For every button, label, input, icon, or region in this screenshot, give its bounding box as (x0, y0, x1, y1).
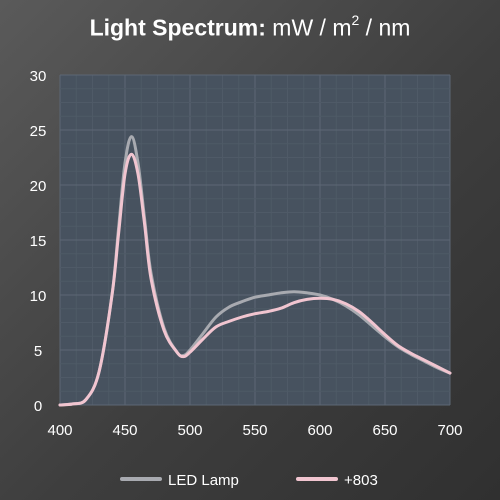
chart-title-unit: mW / m (265, 14, 352, 41)
x-tick-label: 450 (112, 422, 137, 439)
chart-title-unit-tail: / nm (359, 14, 411, 41)
chart-title-bold: Light Spectrum: (89, 14, 266, 41)
legend-label-led-lamp: LED Lamp (168, 472, 239, 489)
chart-title: Light Spectrum: mW / m2 / nm (0, 12, 500, 42)
y-tick-label: 25 (30, 123, 47, 140)
y-tick-label: 20 (30, 178, 47, 195)
x-tick-label: 400 (47, 422, 72, 439)
x-tick-label: 600 (307, 422, 332, 439)
series-line-filter-803 (58, 152, 452, 407)
legend-label-filter-803: +803 (344, 472, 378, 489)
y-tick-label: 10 (30, 288, 47, 305)
y-tick-label: 5 (34, 343, 42, 360)
x-tick-label: 500 (177, 422, 202, 439)
axis-labels: 400 450 500 550 600 650 700 0 5 10 15 20 25 30 (30, 68, 463, 439)
y-tick-label: 30 (30, 68, 47, 85)
y-tick-label: 0 (34, 398, 42, 415)
x-tick-label: 700 (437, 422, 462, 439)
x-tick-label: 650 (372, 422, 397, 439)
legend: LED Lamp +803 (120, 472, 378, 489)
y-tick-label: 15 (30, 233, 47, 250)
chart-title-unit-exponent: 2 (351, 12, 360, 28)
series-layer (58, 135, 452, 407)
x-tick-label: 550 (242, 422, 267, 439)
